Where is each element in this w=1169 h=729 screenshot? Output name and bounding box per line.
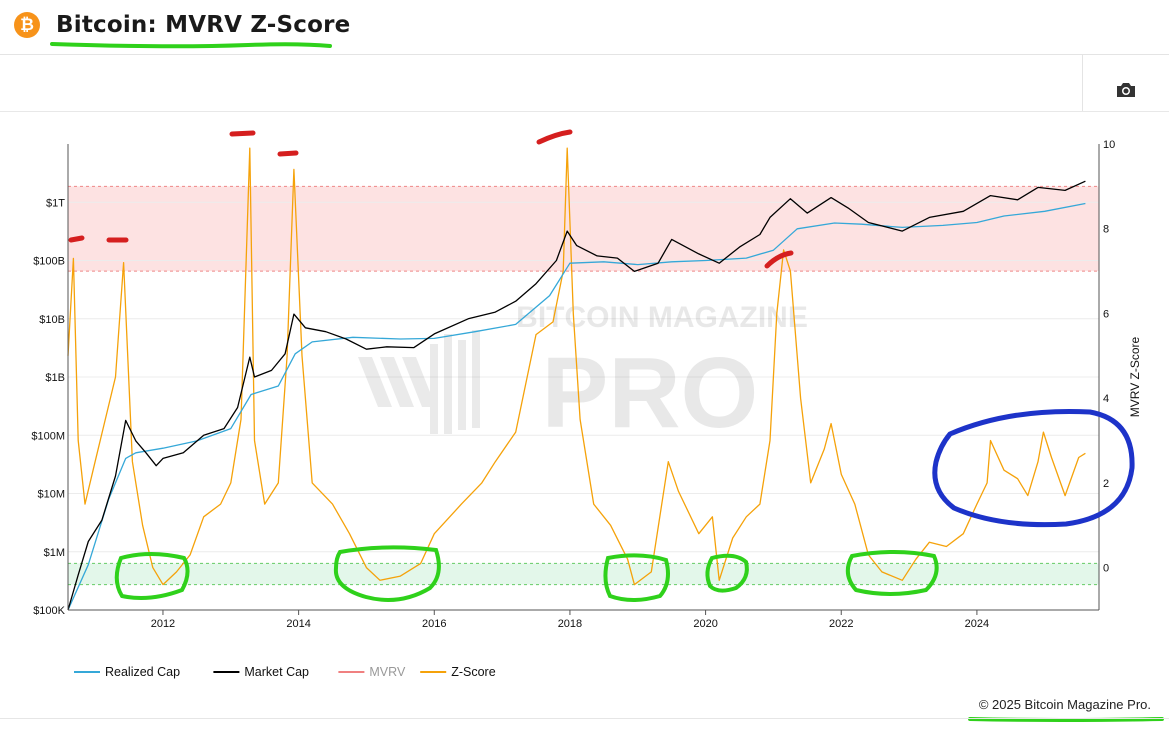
copyright-text: © 2025 Bitcoin Magazine Pro. <box>978 697 1151 712</box>
y-left-tick-label: $1T <box>46 197 65 209</box>
page-header: ₿ Bitcoin: MVRV Z-Score <box>0 0 1169 55</box>
legend-label-mvrv: MVRV <box>369 665 406 679</box>
red-peak-mark <box>68 235 85 243</box>
high-zscore-band <box>68 186 1099 272</box>
y-right-tick-label: 8 <box>1103 224 1109 236</box>
y-left-tick-label: $100M <box>31 430 65 442</box>
blue-current-circle <box>932 408 1135 528</box>
y-right-axis-label: MVRV Z-Score <box>1128 336 1142 417</box>
legend-label-realized-cap: Realized Cap <box>105 665 180 679</box>
red-peak-mark <box>536 129 573 145</box>
green-bottom-circle <box>845 550 939 596</box>
y-right-tick-label: 0 <box>1103 563 1109 575</box>
y-left-tick-label: $1M <box>44 547 65 559</box>
page-title: Bitcoin: MVRV Z-Score <box>56 12 351 38</box>
x-tick-label: 2012 <box>151 618 175 630</box>
title-underline-annotation <box>50 42 332 49</box>
y-right-tick-label: 6 <box>1103 308 1109 320</box>
green-bottom-circle <box>114 552 190 600</box>
green-bottom-circle <box>603 553 670 602</box>
green-bottom-circle <box>705 553 749 593</box>
y-left-tick-label: $100B <box>33 256 65 268</box>
z-score-line <box>67 147 1086 586</box>
green-bottom-circle <box>333 545 441 602</box>
watermark-line2: PRO <box>542 337 759 449</box>
y-right-tick-label: 10 <box>1103 139 1115 151</box>
x-tick-label: 2024 <box>965 618 989 630</box>
y-left-tick-label: $10M <box>37 489 65 501</box>
y-left-tick-label: $1B <box>45 372 65 384</box>
watermark: BITCOIN MAGAZINE PRO <box>358 301 808 449</box>
legend-label-z-score: Z-Score <box>451 665 496 679</box>
x-tick-label: 2014 <box>286 618 310 630</box>
red-peak-mark <box>764 250 794 269</box>
x-tick-label: 2018 <box>558 618 582 630</box>
low-zscore-band <box>68 563 1099 585</box>
y-left-tick-label: $10B <box>39 314 65 326</box>
copyright-underline-annotation <box>968 717 1164 722</box>
camera-icon[interactable] <box>1115 81 1137 99</box>
chart-legend: Realized Cap Market Cap MVRV Z-Score <box>74 665 496 679</box>
x-tick-label: 2016 <box>422 618 446 630</box>
y-right-tick-label: 4 <box>1103 393 1109 405</box>
market-cap-line <box>67 180 1086 611</box>
footer-divider <box>0 718 1169 719</box>
hand-drawn-annotations <box>68 129 1135 602</box>
red-peak-mark <box>277 150 299 157</box>
chart-toolbar <box>0 55 1169 112</box>
x-tick-label: 2020 <box>693 618 717 630</box>
y-right-tick-label: 2 <box>1103 478 1109 490</box>
y-left-tick-label: $100K <box>33 605 65 617</box>
screenshot-area <box>1082 55 1169 111</box>
bitcoin-icon: ₿ <box>14 12 40 38</box>
legend-label-market-cap: Market Cap <box>244 665 309 679</box>
watermark-line1: BITCOIN MAGAZINE <box>516 301 808 334</box>
red-peak-mark <box>229 130 256 137</box>
x-tick-label: 2022 <box>829 618 853 630</box>
mvrv-zscore-chart: BITCOIN MAGAZINE PRO $100K $1M $10M $100M $1… <box>31 129 1142 679</box>
